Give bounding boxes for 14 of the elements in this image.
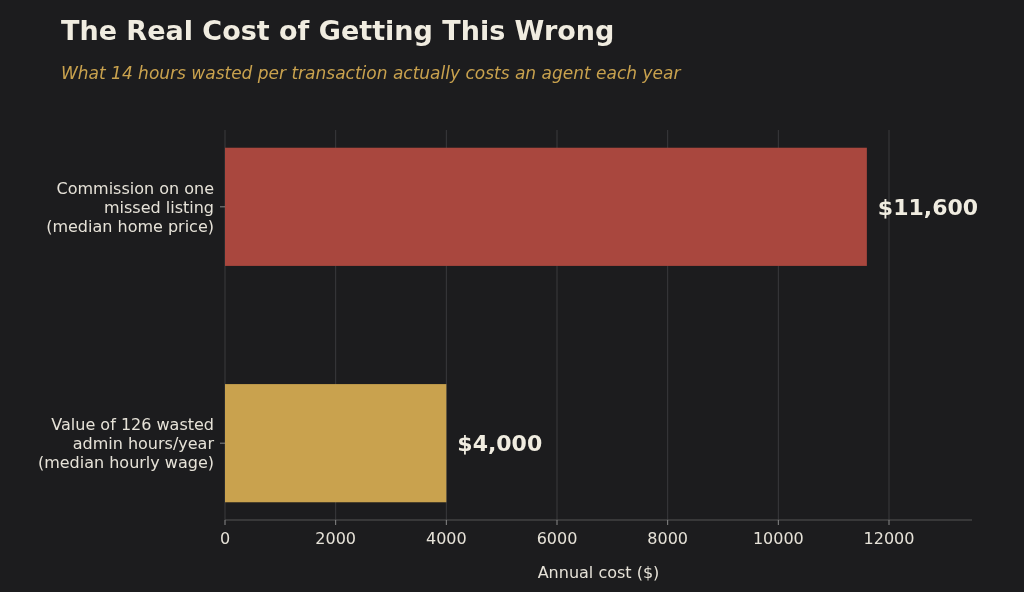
x-axis-title: Annual cost ($) <box>537 563 660 582</box>
data-label: $11,600 <box>877 194 979 220</box>
x-tick-label: 10000 <box>752 529 804 548</box>
y-tick-label: Value of 126 wasted admin hours/year (median hourly wage) <box>37 415 215 473</box>
chart-subtitle: What 14 hours wasted per transaction actually costs an agent each year <box>61 63 682 83</box>
chart-title: The Real Cost of Getting This Wrong <box>61 15 615 46</box>
x-tick-label: 0 <box>219 529 231 548</box>
x-tick-label: 6000 <box>536 529 578 548</box>
x-tick-label: 8000 <box>647 529 689 548</box>
x-tick-label: 4000 <box>425 529 467 548</box>
y-tick-label: Commission on one missed listing (median home price) <box>46 178 214 236</box>
x-tick-label: 12000 <box>863 529 915 548</box>
data-label: $4,000 <box>457 430 543 456</box>
x-tick-label: 2000 <box>315 529 357 548</box>
